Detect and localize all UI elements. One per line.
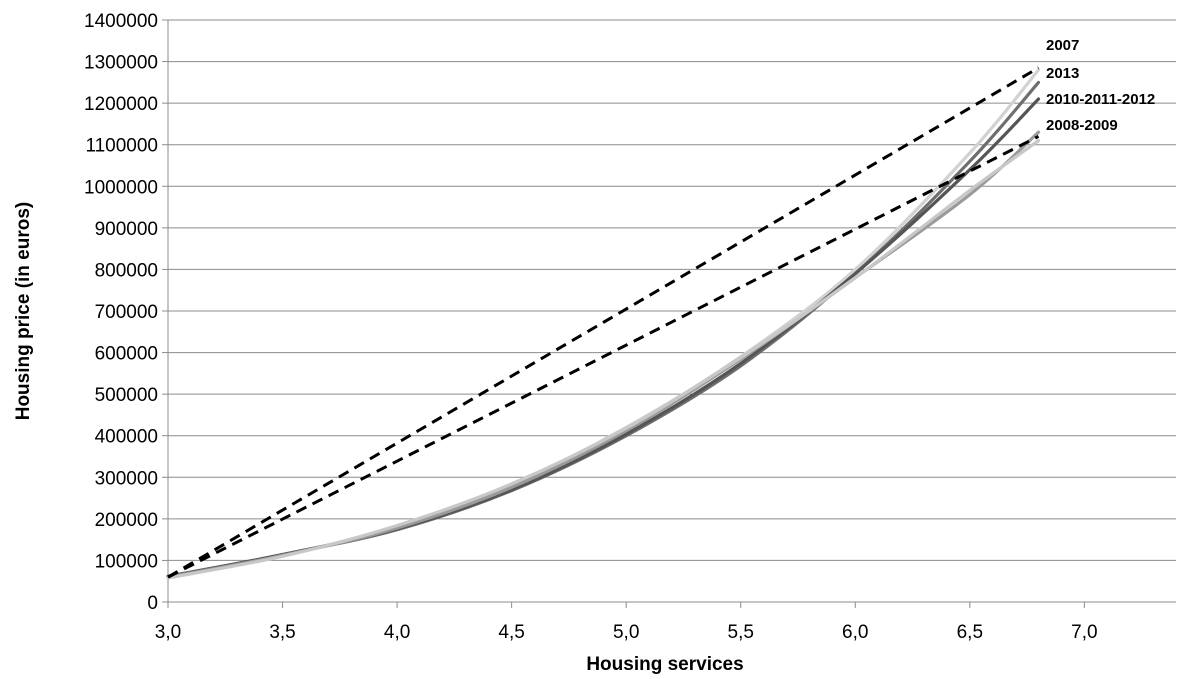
series-label: 2010-2011-2012 bbox=[1046, 91, 1155, 108]
x-tick-label: 6,0 bbox=[842, 622, 868, 643]
x-tick-label: 5,0 bbox=[613, 622, 639, 643]
y-tick-label: 300000 bbox=[95, 468, 158, 489]
x-tick-label: 4,5 bbox=[498, 622, 524, 643]
y-tick-label: 200000 bbox=[95, 510, 158, 531]
x-tick-label: 3,5 bbox=[269, 622, 295, 643]
dashed-reference-line bbox=[167, 135, 1040, 579]
x-axis-title: Housing services bbox=[586, 654, 743, 675]
axes bbox=[162, 19, 1176, 608]
y-tick-label: 900000 bbox=[95, 219, 158, 240]
x-tick-label: 7,0 bbox=[1071, 622, 1097, 643]
series-label: 2008-2009 bbox=[1046, 117, 1118, 134]
series-label: 2007 bbox=[1046, 37, 1079, 54]
series-line-2010-2011-2012 bbox=[166, 97, 1041, 579]
x-tick-label: 6,5 bbox=[957, 622, 983, 643]
x-tick-label: 4,0 bbox=[384, 622, 410, 643]
y-tick-label: 1400000 bbox=[84, 11, 158, 32]
y-tick-label: 1100000 bbox=[85, 136, 158, 157]
y-tick-label: 1000000 bbox=[84, 177, 158, 198]
series-lines bbox=[166, 66, 1041, 580]
y-tick-label: 100000 bbox=[95, 551, 158, 572]
y-tick-label: 1200000 bbox=[84, 94, 158, 115]
series-labels: 2007 2013 2010-2011-2012 2008-2009 bbox=[1046, 37, 1155, 134]
y-tick-label: 700000 bbox=[95, 302, 158, 323]
series-label: 2013 bbox=[1046, 65, 1079, 82]
series-line-unlabeled bbox=[166, 139, 1041, 580]
y-tick-label: 400000 bbox=[95, 427, 158, 448]
dashed-reference-line bbox=[167, 66, 1040, 579]
y-tick-label: 800000 bbox=[95, 260, 158, 281]
x-tick-label: 5,5 bbox=[728, 622, 754, 643]
y-tick-label: 600000 bbox=[95, 344, 158, 365]
tick-labels: 0 100000 200000 300000 400000 500000 600000 700… bbox=[84, 11, 1098, 643]
y-axis-title: Housing price (in euros) bbox=[13, 202, 34, 421]
y-tick-label: 500000 bbox=[95, 385, 158, 406]
gridlines bbox=[168, 19, 1176, 561]
x-tick-label: 3,0 bbox=[155, 622, 181, 643]
y-tick-label: 0 bbox=[147, 593, 158, 614]
y-tick-label: 1300000 bbox=[84, 53, 158, 74]
